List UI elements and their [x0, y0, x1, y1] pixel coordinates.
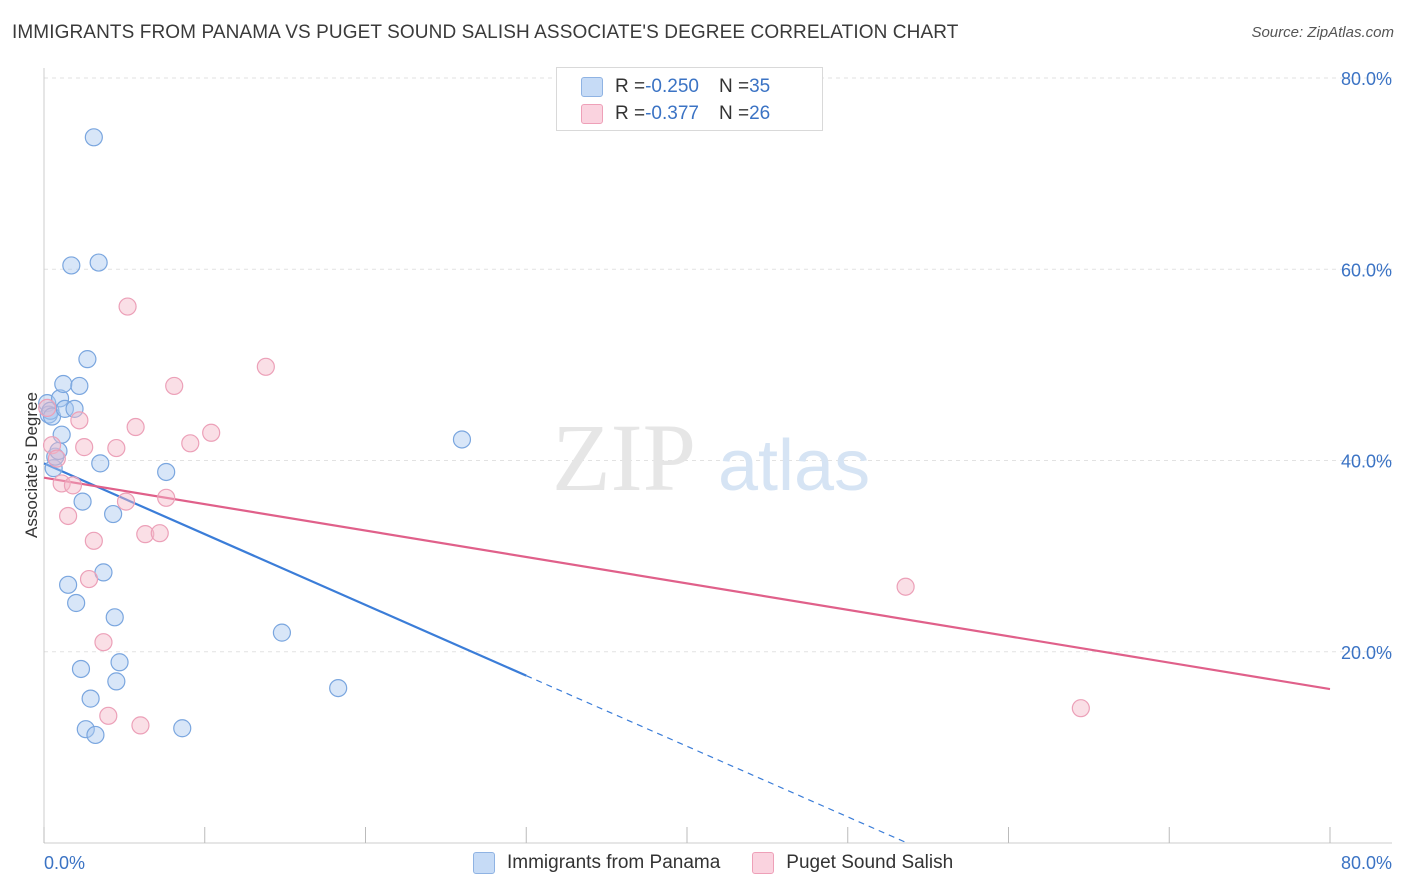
point-panama [70, 376, 89, 396]
point-panama [91, 454, 110, 473]
legend-row-panama: R = -0.250 N = 35 [581, 76, 770, 98]
point-salish [59, 506, 78, 526]
y-tick-label: 40.0% [1341, 452, 1392, 472]
point-salish [42, 436, 62, 455]
watermark-zip: ZIP [552, 404, 696, 511]
point-salish [52, 474, 71, 493]
point-salish [63, 476, 83, 495]
point-salish [136, 525, 155, 544]
y-axis-label: Associate's Degree [22, 392, 41, 538]
legend-row-salish: R = -0.377 N = 26 [581, 103, 770, 125]
point-panama [329, 678, 348, 698]
point-panama [86, 725, 105, 745]
point-salish [38, 398, 57, 418]
point-salish [84, 531, 103, 550]
trend-layer [43, 462, 1331, 844]
point-panama [54, 374, 73, 394]
point-panama [73, 492, 92, 511]
point-salish [181, 434, 200, 453]
point-panama [157, 462, 176, 482]
legend-item-panama: Immigrants from Panama [473, 852, 720, 874]
tick-label-layer: 20.0% 40.0% 60.0% 80.0% 0.0% 80.0% [44, 69, 1392, 873]
legend-r-label: R = [615, 76, 646, 97]
point-panama [452, 430, 472, 449]
point-salish [94, 633, 113, 652]
point-panama [105, 608, 124, 627]
point-panama [62, 256, 81, 275]
point-panama [81, 689, 100, 708]
legend-label-panama: Immigrants from Panama [507, 852, 721, 873]
point-salish [896, 577, 915, 596]
legend-r-value: -0.250 [645, 76, 699, 97]
watermark: ZIP atlas [552, 404, 870, 511]
point-salish [70, 411, 89, 430]
point-panama [272, 623, 292, 642]
point-salish [256, 357, 275, 376]
legend-swatch-panama [581, 77, 603, 97]
y-tick-label: 20.0% [1341, 643, 1392, 663]
point-panama [110, 653, 129, 672]
series-legend: Immigrants from Panama Puget Sound Salis… [473, 852, 985, 874]
y-tick-label: 60.0% [1341, 260, 1392, 280]
point-salish [126, 417, 145, 437]
point-panama [78, 350, 97, 369]
legend-swatch-salish [581, 104, 603, 124]
point-panama [65, 399, 84, 418]
point-panama [67, 593, 86, 613]
point-panama [107, 672, 126, 691]
source-label: Source: ZipAtlas.com [1251, 24, 1394, 41]
point-salish [79, 569, 99, 589]
point-panama [44, 459, 63, 478]
point-salish [99, 706, 118, 725]
legend-swatch-panama [473, 852, 495, 874]
point-panama [59, 575, 78, 594]
point-salish [1071, 699, 1090, 718]
point-salish [131, 716, 150, 735]
legend-label-salish: Puget Sound Salish [786, 852, 954, 873]
legend-n-label: N = [718, 76, 750, 97]
point-layer [38, 128, 1090, 745]
point-panama [50, 389, 70, 408]
point-panama [76, 720, 95, 739]
legend-r-value: -0.377 [645, 103, 699, 124]
point-panama [55, 399, 74, 418]
point-salish [150, 524, 169, 543]
point-salish [107, 438, 126, 458]
point-salish [116, 492, 136, 511]
point-salish [202, 423, 221, 442]
watermark-atlas: atlas [718, 426, 870, 506]
point-salish [157, 488, 176, 507]
correlation-legend: R = -0.250 N = 35 R = -0.377 N = 26 [556, 67, 823, 131]
point-panama [89, 253, 108, 272]
y-tick-label: 80.0% [1341, 69, 1392, 89]
legend-swatch-salish [752, 852, 775, 874]
chart-title: IMMIGRANTS FROM PANAMA VS PUGET SOUND SA… [12, 22, 959, 43]
legend-n-label: N = [718, 103, 750, 124]
grid-layer [44, 77, 1392, 653]
legend-item-salish: Puget Sound Salish [752, 852, 953, 874]
point-salish [47, 449, 66, 468]
trend-line-salish [43, 476, 1331, 691]
point-salish [118, 297, 137, 316]
trend-line-panama [43, 462, 527, 677]
trend-line-panama-extrapolated [526, 675, 908, 844]
point-panama [71, 659, 91, 679]
point-salish [165, 376, 184, 396]
point-salish [75, 438, 94, 457]
legend-n-value: 35 [749, 76, 771, 97]
point-panama [104, 504, 123, 524]
point-panama [173, 719, 192, 738]
x-tick-label: 0.0% [44, 853, 85, 873]
axis-layer [43, 68, 1392, 844]
legend-r-label: R = [615, 103, 646, 124]
legend-n-value: 26 [749, 103, 771, 124]
x-tick-label: 80.0% [1341, 853, 1392, 873]
point-panama [84, 128, 103, 147]
